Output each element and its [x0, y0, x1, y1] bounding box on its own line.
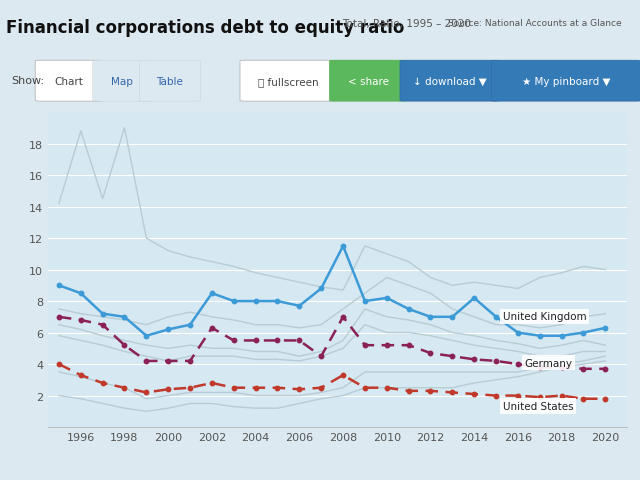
Text: ↓ download ▼: ↓ download ▼	[413, 76, 486, 86]
Text: Source: National Accounts at a Glance: Source: National Accounts at a Glance	[448, 19, 621, 28]
Text: < share: < share	[348, 76, 388, 86]
Text: ★ My pinboard ▼: ★ My pinboard ▼	[522, 76, 611, 86]
Text: Germany: Germany	[524, 358, 572, 368]
FancyBboxPatch shape	[35, 61, 102, 102]
Text: ⛶ fullscreen: ⛶ fullscreen	[258, 76, 318, 86]
FancyBboxPatch shape	[93, 61, 150, 102]
FancyBboxPatch shape	[492, 61, 640, 102]
FancyBboxPatch shape	[140, 61, 200, 102]
Text: Show:: Show:	[12, 75, 45, 85]
Text: Table: Table	[157, 76, 183, 86]
Text: Total, Ratio, 1995 – 2020: Total, Ratio, 1995 – 2020	[342, 19, 471, 29]
Text: United States: United States	[502, 401, 573, 411]
Text: Map: Map	[111, 76, 132, 86]
Text: Financial corporations debt to equity ratio: Financial corporations debt to equity ra…	[6, 19, 404, 37]
Text: Chart: Chart	[54, 76, 83, 86]
FancyBboxPatch shape	[400, 61, 499, 102]
Text: United Kingdom: United Kingdom	[502, 312, 586, 322]
FancyBboxPatch shape	[330, 61, 406, 102]
FancyBboxPatch shape	[240, 61, 336, 102]
